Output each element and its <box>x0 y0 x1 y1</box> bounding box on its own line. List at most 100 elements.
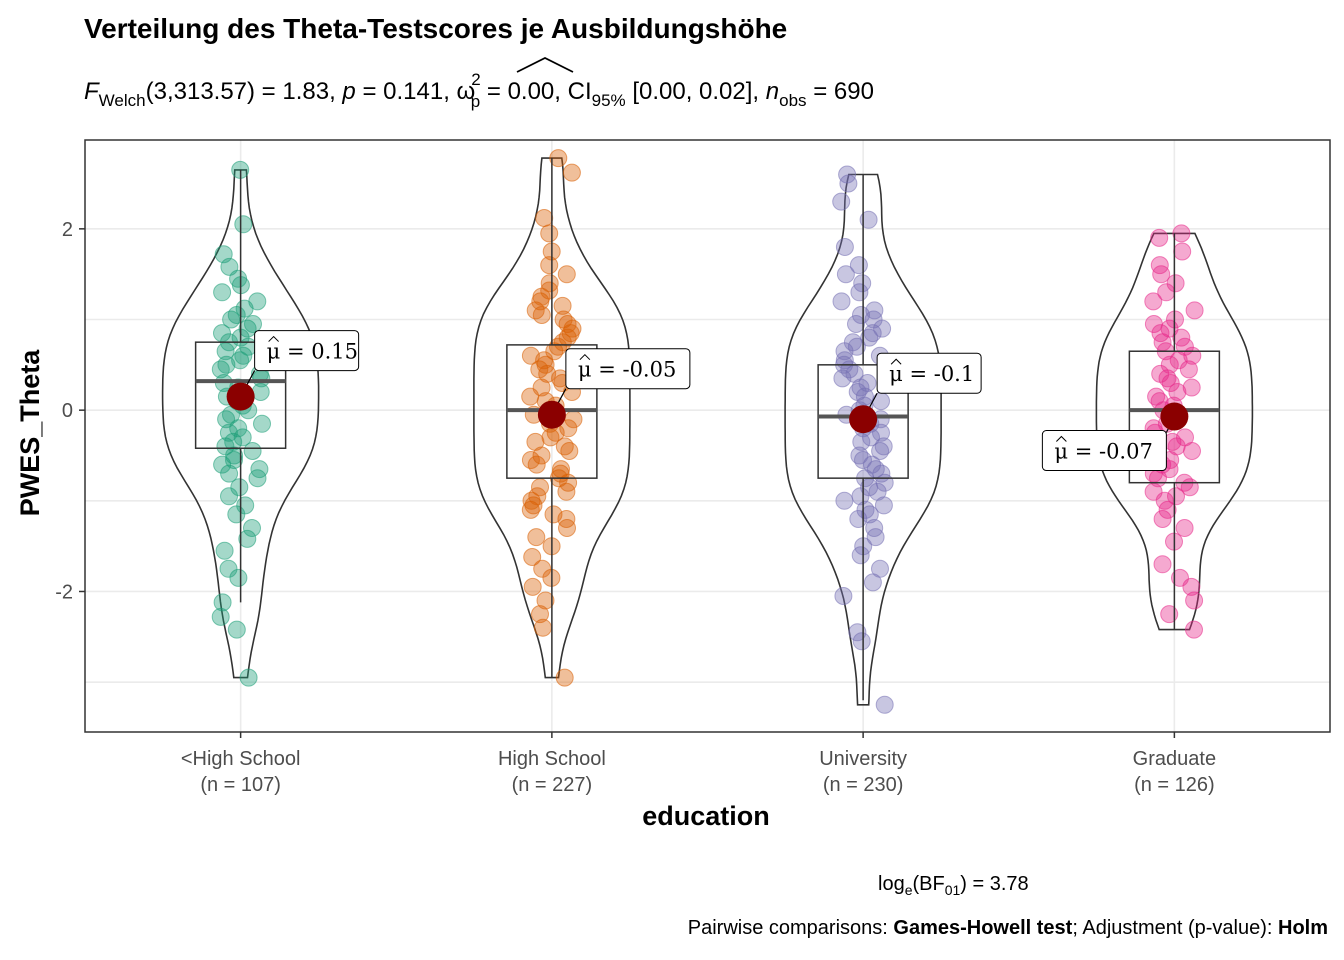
data-point <box>1153 510 1172 528</box>
data-point <box>225 446 244 465</box>
data-point <box>233 428 252 447</box>
data-point <box>1168 383 1187 401</box>
data-point <box>521 387 540 406</box>
x-tick-label: <High School <box>181 748 301 770</box>
data-point <box>850 283 869 302</box>
violin-2 <box>784 173 942 706</box>
caption-pairwise: Pairwise comparisons: Games-Howell test;… <box>688 917 1328 939</box>
data-point <box>860 505 879 524</box>
mean-label: μ = -0.05 <box>578 358 676 382</box>
data-point <box>832 292 851 311</box>
data-point <box>852 632 871 651</box>
panel-border <box>84 139 1331 733</box>
mean-label-hat <box>268 335 279 342</box>
data-point <box>243 519 261 537</box>
data-point <box>859 210 878 229</box>
axes: -2 0 2 <High School (n = 107) High School (n =… <box>55 219 1216 796</box>
caption-bayes-factor: loge(BF01) = 3.78 <box>878 873 1029 898</box>
data-point <box>536 355 555 374</box>
data-point <box>833 369 852 388</box>
data-point <box>526 432 545 451</box>
data-point <box>248 469 267 488</box>
data-point <box>865 301 884 320</box>
x-tick-label: University <box>819 748 907 770</box>
violin-1 <box>473 157 631 679</box>
mean-label-box <box>1041 430 1167 472</box>
data-point <box>1158 500 1177 519</box>
data-point <box>838 165 857 184</box>
y-tick-label: 0 <box>62 400 73 422</box>
data-point <box>527 528 546 547</box>
data-point <box>555 668 574 687</box>
data-point <box>213 283 232 302</box>
data-point <box>1179 360 1198 379</box>
data-point <box>527 455 546 474</box>
data-point <box>1160 605 1179 624</box>
data-point <box>540 256 559 275</box>
mean-label-box <box>876 352 982 394</box>
mean-label-box <box>254 330 360 372</box>
data-point <box>1151 324 1170 343</box>
data-point <box>1183 442 1201 460</box>
data-point <box>1173 242 1192 261</box>
data-point <box>558 519 576 537</box>
x-tick-label: High School <box>498 748 606 770</box>
data-point <box>231 351 250 370</box>
chart-title: Verteilung des Theta-Testscores je Ausbi… <box>84 13 787 44</box>
y-tick-label: 2 <box>62 219 73 241</box>
data-point <box>526 301 545 320</box>
data-point <box>211 360 230 379</box>
data-point <box>852 432 871 451</box>
data-point <box>238 529 257 548</box>
data-point <box>215 541 234 560</box>
data-point <box>540 274 559 293</box>
data-point <box>557 510 576 528</box>
x-tick-n-label: (n = 107) <box>200 774 281 796</box>
data-point <box>874 496 893 515</box>
data-point <box>1175 519 1194 537</box>
data-point <box>523 577 542 596</box>
box-iqr <box>1128 350 1221 484</box>
data-point <box>220 487 238 506</box>
mean-point <box>1160 402 1189 431</box>
box-iqr <box>194 341 287 449</box>
data-point <box>839 174 858 193</box>
data-point <box>217 410 236 429</box>
data-point <box>1182 577 1201 596</box>
data-point <box>227 620 246 639</box>
data-point <box>871 442 890 460</box>
data-point <box>851 546 870 565</box>
mean-point <box>226 382 255 411</box>
data-point <box>873 319 892 338</box>
data-point <box>557 265 576 284</box>
data-point <box>834 587 853 605</box>
data-point <box>531 292 550 311</box>
x-tick-n-label: (n = 126) <box>1134 774 1215 796</box>
box-iqr <box>817 364 909 479</box>
data-point <box>1172 224 1191 243</box>
data-point <box>849 510 868 528</box>
data-point <box>521 500 540 519</box>
data-point <box>1153 555 1172 574</box>
data-point <box>860 328 879 347</box>
data-point <box>835 238 854 256</box>
y-tick-label: -2 <box>55 581 73 603</box>
mean-label-hat <box>579 353 591 361</box>
data-point <box>557 482 576 501</box>
x-tick-n-label: (n = 230) <box>823 774 904 796</box>
data-point <box>211 607 230 626</box>
data-point <box>213 593 232 612</box>
mean-label: μ = -0.07 <box>1054 440 1152 464</box>
data-point <box>1167 487 1185 506</box>
data-point <box>545 342 564 361</box>
data-point <box>1150 256 1169 275</box>
data-point <box>1152 265 1171 284</box>
data-point <box>251 383 270 401</box>
data-point <box>253 414 271 433</box>
data-point <box>836 265 855 284</box>
data-point <box>854 451 872 469</box>
data-point <box>1161 374 1180 392</box>
data-point <box>230 478 249 497</box>
data-point <box>865 519 884 537</box>
